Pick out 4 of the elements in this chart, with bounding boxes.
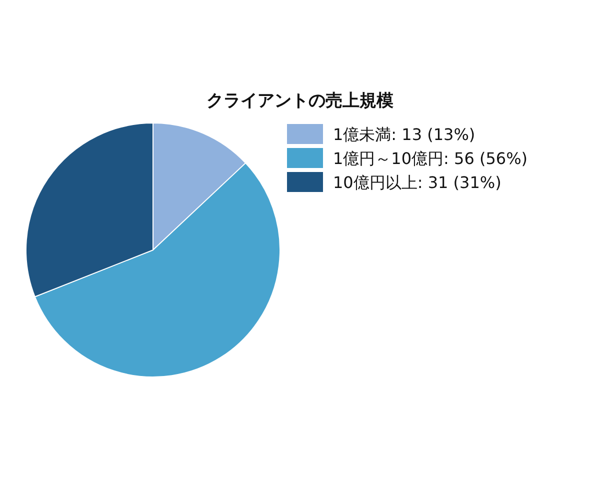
chart-title: クライアントの売上規模: [206, 91, 394, 111]
legend-label: 1億未満: 13 (13%): [333, 125, 476, 144]
legend-label: 10億円以上: 31 (31%): [333, 173, 502, 192]
legend-label: 1億円～10億円: 56 (56%): [333, 149, 528, 168]
